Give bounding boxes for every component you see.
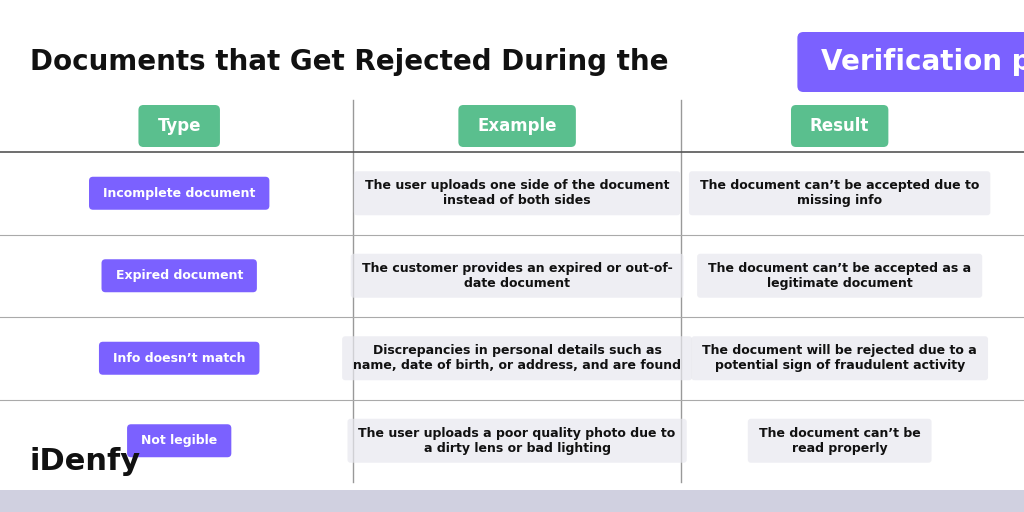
FancyBboxPatch shape <box>101 259 257 292</box>
Text: The user uploads a poor quality photo due to
a dirty lens or bad lighting: The user uploads a poor quality photo du… <box>358 426 676 455</box>
FancyBboxPatch shape <box>342 336 692 380</box>
FancyBboxPatch shape <box>691 336 988 380</box>
FancyBboxPatch shape <box>351 254 683 298</box>
Text: The customer provides an expired or out-of-
date document: The customer provides an expired or out-… <box>361 262 673 290</box>
FancyBboxPatch shape <box>798 32 1024 92</box>
FancyBboxPatch shape <box>138 105 220 147</box>
FancyBboxPatch shape <box>791 105 889 147</box>
Text: Type: Type <box>158 117 201 135</box>
Text: The document can’t be accepted due to
missing info: The document can’t be accepted due to mi… <box>700 179 979 207</box>
Text: The document will be rejected due to a
potential sign of fraudulent activity: The document will be rejected due to a p… <box>702 344 977 372</box>
FancyBboxPatch shape <box>127 424 231 457</box>
FancyBboxPatch shape <box>99 342 259 375</box>
FancyBboxPatch shape <box>89 177 269 210</box>
Text: The user uploads one side of the document
instead of both sides: The user uploads one side of the documen… <box>365 179 670 207</box>
Text: Documents that Get Rejected During the: Documents that Get Rejected During the <box>30 48 678 76</box>
Text: Expired document: Expired document <box>116 269 243 282</box>
Bar <box>0 490 1024 512</box>
Text: iDenfy: iDenfy <box>30 447 141 477</box>
FancyBboxPatch shape <box>748 419 932 463</box>
Text: Result: Result <box>810 117 869 135</box>
FancyBboxPatch shape <box>697 254 982 298</box>
Text: Verification process: Verification process <box>821 48 1024 76</box>
FancyBboxPatch shape <box>689 171 990 215</box>
Text: Not legible: Not legible <box>141 434 217 447</box>
Text: The document can’t be
read properly: The document can’t be read properly <box>759 426 921 455</box>
FancyBboxPatch shape <box>347 419 687 463</box>
Text: Incomplete document: Incomplete document <box>103 187 255 200</box>
FancyBboxPatch shape <box>459 105 575 147</box>
FancyBboxPatch shape <box>354 171 680 215</box>
Text: Info doesn’t match: Info doesn’t match <box>113 352 246 365</box>
Text: The document can’t be accepted as a
legitimate document: The document can’t be accepted as a legi… <box>709 262 971 290</box>
Text: Discrepancies in personal details such as
name, date of birth, or address, and a: Discrepancies in personal details such a… <box>353 344 681 372</box>
Text: Example: Example <box>477 117 557 135</box>
